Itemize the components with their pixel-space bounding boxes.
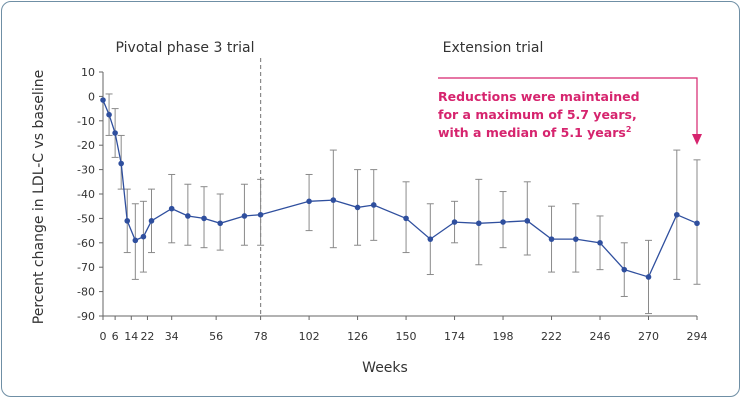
x-tick-label: 22 [140, 330, 154, 343]
data-point [524, 218, 531, 224]
x-tick-label: 6 [112, 330, 119, 343]
phase-label-extension: Extension trial [443, 40, 544, 56]
annotation: Reductions were maintained for a maximum… [438, 77, 702, 145]
x-tick-label: 150 [396, 330, 417, 343]
annotation-line-1: Reductions were maintained [438, 89, 640, 104]
x-tick-label: 174 [444, 330, 465, 343]
data-point [112, 130, 118, 136]
phase-label-pivotal: Pivotal phase 3 trial [116, 40, 255, 56]
data-point [132, 237, 139, 244]
y-tick-label: -10 [77, 115, 95, 128]
annotation-arrow [438, 77, 698, 136]
data-point [124, 218, 131, 224]
y-tick-label: -50 [77, 212, 95, 225]
data-point [403, 215, 409, 222]
data-point [168, 205, 175, 212]
data-point [354, 204, 361, 211]
y-tick-label: -90 [77, 310, 95, 323]
data-point [597, 240, 603, 246]
y-axis: 10 0 -10 -20 -30 -40 -50 -60 -70 -80 -90 [77, 66, 104, 323]
annotation-line-3-text: with a median of 5.1 years [438, 125, 626, 140]
y-tick-label: -60 [77, 237, 95, 250]
data-point [694, 220, 700, 227]
data-point [106, 111, 112, 118]
x-tick-label: 102 [299, 330, 320, 343]
data-point [241, 213, 248, 219]
x-tick-label: 246 [590, 330, 611, 343]
x-tick-label: 56 [209, 330, 223, 343]
x-axis: 0 6 14 22 34 56 78 102 126 150 174 198 222 246 270 294 [100, 315, 708, 343]
x-tick-label: 270 [638, 330, 659, 343]
data-point [148, 218, 155, 224]
x-tick-label: 198 [493, 330, 514, 343]
data-point [118, 160, 124, 167]
y-tick-label: 10 [81, 66, 95, 79]
y-tick-label: -70 [77, 261, 95, 274]
y-axis-title: Percent change in LDL-C vs baseline [31, 70, 47, 324]
data-points [100, 97, 700, 280]
error-bars [105, 93, 701, 315]
data-point [306, 198, 312, 205]
data-point [185, 213, 191, 219]
data-point [257, 211, 264, 218]
x-tick-label: 0 [100, 330, 107, 343]
data-point [330, 197, 337, 203]
y-tick-label: -40 [77, 188, 95, 201]
x-tick-label: 222 [541, 330, 562, 343]
x-tick-label: 126 [347, 330, 368, 343]
x-axis-title: Weeks [362, 360, 408, 376]
data-point [201, 215, 207, 222]
data-point [217, 220, 223, 227]
data-point [427, 236, 434, 242]
y-tick-label: -30 [77, 164, 95, 177]
data-point [645, 274, 652, 280]
data-point [140, 233, 147, 240]
data-point [621, 266, 628, 273]
data-point [451, 219, 458, 225]
y-tick-label: -20 [77, 139, 95, 152]
annotation-line-2: for a maximum of 5.7 years, [438, 107, 637, 122]
data-point [673, 211, 680, 218]
x-tick-label: 294 [687, 330, 708, 343]
x-tick-label: 34 [165, 330, 179, 343]
data-point [500, 219, 506, 225]
x-tick-label: 14 [124, 330, 138, 343]
data-point [475, 220, 482, 227]
data-point [100, 97, 106, 103]
annotation-superscript: 2 [626, 125, 632, 134]
x-tick-label: 78 [254, 330, 268, 343]
data-point [572, 236, 579, 242]
y-tick-label: -80 [77, 286, 95, 299]
annotation-arrowhead [692, 134, 702, 145]
data-point [548, 236, 555, 242]
y-tick-label: 0 [88, 90, 95, 103]
annotation-line-3: with a median of 5.1 years2 [438, 125, 631, 140]
data-point [370, 202, 377, 208]
